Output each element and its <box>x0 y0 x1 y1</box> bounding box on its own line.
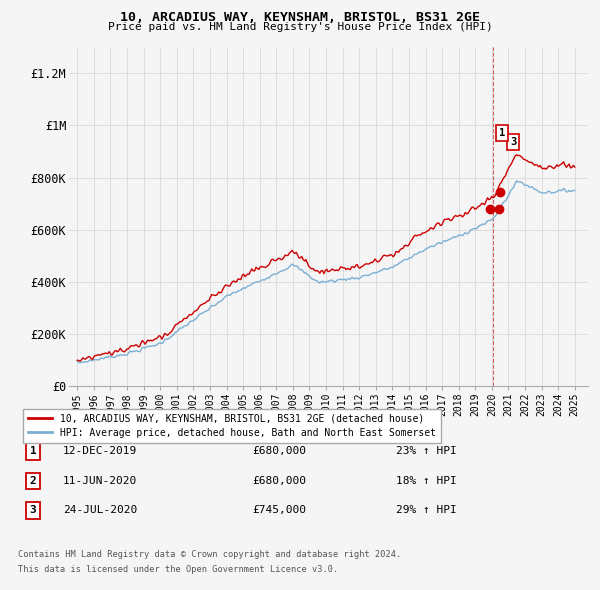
Text: 18% ↑ HPI: 18% ↑ HPI <box>396 476 457 486</box>
Text: Contains HM Land Registry data © Crown copyright and database right 2024.: Contains HM Land Registry data © Crown c… <box>18 550 401 559</box>
Text: 12-DEC-2019: 12-DEC-2019 <box>63 447 137 456</box>
Text: £745,000: £745,000 <box>252 506 306 515</box>
Text: 10, ARCADIUS WAY, KEYNSHAM, BRISTOL, BS31 2GE: 10, ARCADIUS WAY, KEYNSHAM, BRISTOL, BS3… <box>120 11 480 24</box>
Legend: 10, ARCADIUS WAY, KEYNSHAM, BRISTOL, BS31 2GE (detached house), HPI: Average pri: 10, ARCADIUS WAY, KEYNSHAM, BRISTOL, BS3… <box>23 409 440 442</box>
Text: 23% ↑ HPI: 23% ↑ HPI <box>396 447 457 456</box>
Text: 29% ↑ HPI: 29% ↑ HPI <box>396 506 457 515</box>
Text: This data is licensed under the Open Government Licence v3.0.: This data is licensed under the Open Gov… <box>18 565 338 574</box>
Text: 1: 1 <box>29 447 37 456</box>
Text: 2: 2 <box>29 476 37 486</box>
Text: 24-JUL-2020: 24-JUL-2020 <box>63 506 137 515</box>
Text: 1: 1 <box>499 128 505 138</box>
Text: 3: 3 <box>29 506 37 515</box>
Text: £680,000: £680,000 <box>252 447 306 456</box>
Text: 11-JUN-2020: 11-JUN-2020 <box>63 476 137 486</box>
Text: 3: 3 <box>510 137 517 147</box>
Text: Price paid vs. HM Land Registry's House Price Index (HPI): Price paid vs. HM Land Registry's House … <box>107 22 493 32</box>
Text: £680,000: £680,000 <box>252 476 306 486</box>
